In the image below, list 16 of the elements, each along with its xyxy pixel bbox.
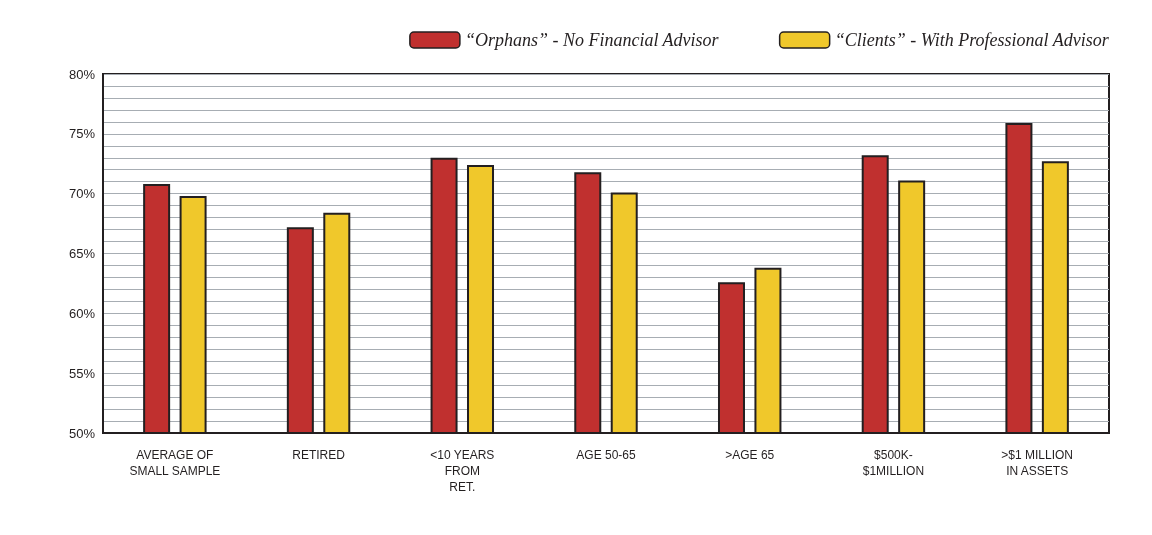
x-tick-label: <10 YEARS FROM RET. <box>430 448 495 494</box>
x-tick-label: $500K- $1MILLION <box>862 448 925 478</box>
y-tick-label: 55% <box>68 365 96 381</box>
x-tick-label: >AGE 65 <box>725 448 775 462</box>
y-tick-label: 60% <box>68 305 96 321</box>
legend-label: “Orphans” - No Financial Advisor <box>464 30 720 50</box>
x-tick-label: >$1 MILLION IN ASSETS <box>1001 448 1073 478</box>
y-tick-label: 75% <box>68 126 96 142</box>
y-tick-label: 80% <box>68 66 96 82</box>
y-tick-label: 65% <box>68 246 96 261</box>
y-tick-label: 70% <box>68 186 96 202</box>
x-tick-label: AVERAGE OF SMALL SAMPLE <box>129 448 221 478</box>
x-tick-label: AGE 50-65 <box>576 448 637 462</box>
y-tick-label: 50% <box>68 425 96 441</box>
legend-label: “Clients” - With Professional Advisor <box>834 30 1110 50</box>
x-tick-label: RETIRED <box>292 448 346 462</box>
